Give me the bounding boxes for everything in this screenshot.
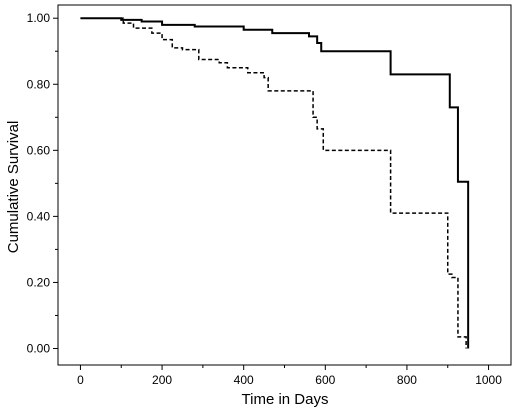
plot-border	[57, 4, 512, 366]
series-layer	[80, 17, 470, 349]
x-axis-title: Time in Days	[242, 391, 329, 408]
survival-curve-dashed	[80, 17, 467, 349]
x-tick-label: 0	[77, 373, 84, 387]
y-tick-label: 0.80	[27, 77, 51, 91]
plot-frame	[57, 4, 512, 366]
y-tick-label: 0.00	[27, 341, 51, 355]
y-tick-label: 1.00	[27, 11, 51, 25]
survival-curve-solid	[80, 17, 470, 349]
x-tick-label: 800	[397, 373, 417, 387]
x-tick-label: 1000	[475, 373, 502, 387]
x-axis: 0 200 400 600 800 1000	[77, 365, 502, 387]
x-tick-label: 200	[152, 373, 172, 387]
y-tick-label: 0.60	[27, 143, 51, 157]
y-tick-label: 0.40	[27, 209, 51, 223]
y-axis-title: Cumulative Survival	[5, 121, 22, 254]
x-tick-label: 400	[234, 373, 254, 387]
x-tick-label: 600	[315, 373, 335, 387]
y-axis: 0.00 0.20 0.40 0.60 0.80 1.00	[27, 11, 58, 355]
y-tick-label: 0.20	[27, 275, 51, 289]
